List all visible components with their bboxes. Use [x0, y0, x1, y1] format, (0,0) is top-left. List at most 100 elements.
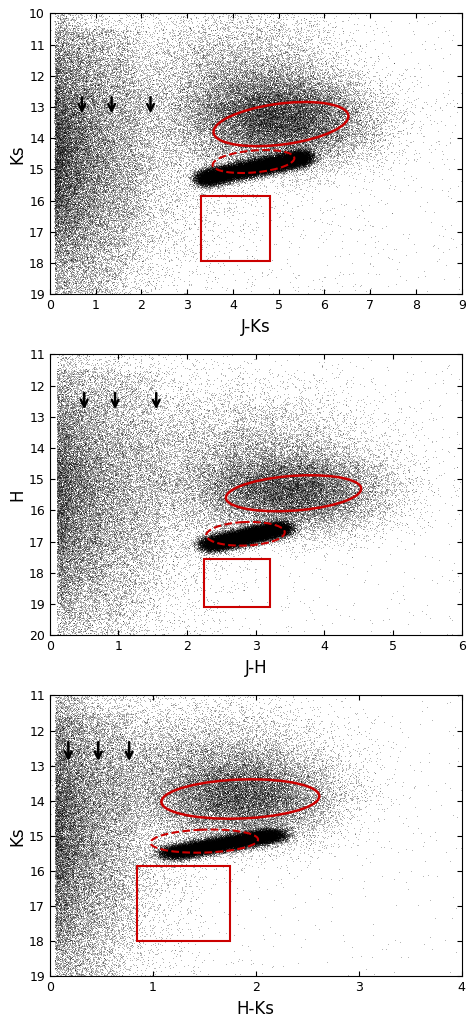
- Point: [238, 524, 246, 541]
- Point: [235, 518, 243, 535]
- Point: [236, 828, 244, 844]
- Point: [216, 78, 224, 94]
- Point: [169, 849, 177, 865]
- Point: [233, 145, 240, 161]
- Point: [297, 152, 304, 168]
- Point: [117, 823, 125, 839]
- Point: [237, 725, 245, 742]
- Point: [189, 594, 196, 610]
- Point: [245, 834, 253, 851]
- Point: [280, 158, 287, 174]
- Point: [83, 100, 91, 116]
- Point: [175, 840, 182, 857]
- Point: [118, 852, 126, 868]
- Point: [140, 411, 148, 428]
- Point: [227, 160, 235, 176]
- Point: [106, 505, 114, 521]
- Point: [58, 131, 66, 148]
- Point: [65, 164, 73, 181]
- Point: [102, 747, 109, 763]
- Point: [69, 838, 76, 855]
- Point: [284, 155, 292, 171]
- Point: [302, 118, 310, 134]
- Point: [213, 101, 221, 117]
- Point: [238, 163, 246, 180]
- Point: [241, 537, 248, 553]
- Point: [257, 525, 264, 542]
- Point: [198, 838, 206, 855]
- Point: [270, 524, 278, 541]
- Point: [62, 272, 69, 288]
- Point: [219, 165, 226, 182]
- Point: [136, 534, 143, 550]
- Point: [68, 792, 75, 808]
- Point: [105, 447, 113, 464]
- Point: [232, 471, 240, 487]
- Point: [71, 608, 79, 625]
- Point: [246, 819, 254, 835]
- Point: [268, 830, 275, 846]
- Point: [102, 821, 109, 837]
- Point: [65, 435, 73, 451]
- Point: [57, 514, 64, 530]
- Point: [86, 98, 94, 115]
- Point: [226, 162, 234, 179]
- Point: [244, 43, 252, 60]
- Point: [277, 148, 285, 164]
- Point: [252, 159, 259, 175]
- Point: [351, 467, 359, 483]
- Point: [56, 556, 64, 573]
- Point: [202, 530, 210, 547]
- Point: [254, 523, 261, 540]
- Point: [89, 41, 96, 57]
- Point: [218, 832, 225, 849]
- Point: [273, 774, 280, 790]
- Point: [86, 928, 94, 944]
- Point: [220, 841, 228, 858]
- Point: [356, 491, 363, 508]
- Point: [74, 140, 82, 156]
- Point: [222, 122, 230, 139]
- Point: [267, 828, 275, 844]
- Point: [217, 540, 225, 556]
- Point: [95, 737, 102, 753]
- Point: [96, 771, 104, 787]
- Point: [53, 901, 61, 917]
- Point: [242, 827, 249, 843]
- Point: [241, 139, 249, 155]
- Point: [216, 163, 223, 180]
- Point: [61, 478, 68, 495]
- Point: [270, 524, 278, 541]
- Point: [246, 782, 254, 798]
- Point: [243, 519, 250, 536]
- Point: [252, 797, 260, 814]
- Point: [79, 354, 87, 370]
- Point: [285, 79, 292, 95]
- Point: [248, 828, 256, 844]
- Point: [215, 164, 222, 181]
- Point: [328, 80, 336, 96]
- Point: [247, 26, 255, 42]
- Point: [244, 758, 252, 775]
- Point: [231, 536, 238, 552]
- Point: [271, 498, 278, 514]
- Point: [113, 419, 120, 435]
- Point: [210, 397, 218, 413]
- Point: [256, 828, 264, 844]
- Point: [244, 163, 251, 180]
- Point: [226, 532, 233, 549]
- Point: [63, 457, 71, 473]
- Point: [211, 831, 219, 847]
- Point: [117, 164, 124, 181]
- Point: [219, 532, 227, 549]
- Point: [264, 822, 272, 838]
- Point: [58, 42, 66, 58]
- Point: [137, 710, 145, 726]
- Point: [234, 161, 241, 177]
- Point: [220, 163, 228, 180]
- Point: [55, 734, 63, 750]
- Point: [86, 229, 94, 245]
- Point: [108, 30, 116, 46]
- Point: [199, 758, 207, 775]
- Point: [64, 174, 72, 191]
